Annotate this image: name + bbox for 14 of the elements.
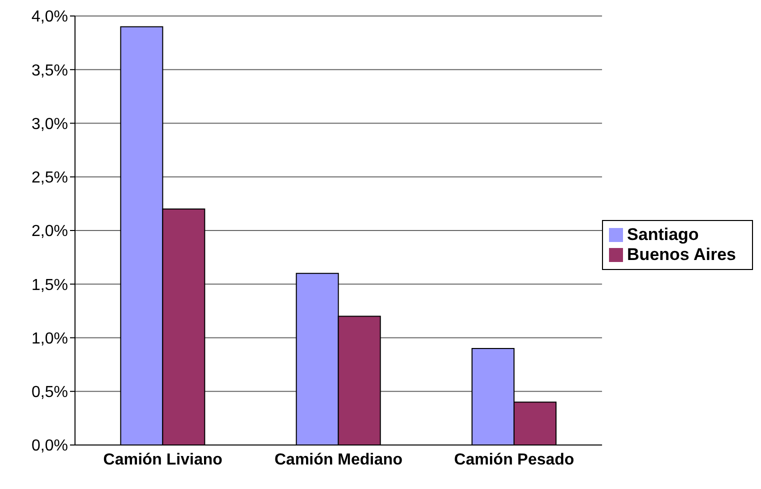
y-tick-label: 0,5%	[32, 384, 68, 402]
x-tick-label: Camión Pesado	[454, 451, 574, 468]
y-tick-label: 0,0%	[32, 438, 68, 455]
y-tick-label: 2,5%	[32, 170, 68, 187]
x-tick-label: Camión Mediano	[274, 451, 403, 468]
y-tick-label: 3,5%	[32, 62, 68, 80]
legend-label: Santiago	[627, 224, 699, 244]
y-tick-label: 3,0%	[32, 116, 68, 133]
y-tick-label: 1,5%	[32, 276, 68, 294]
y-tick-label: 4,0%	[32, 8, 68, 26]
legend-label: Buenos Aires	[627, 244, 736, 264]
y-tick-label: 2,0%	[32, 223, 68, 240]
x-tick-label: Camión Liviano	[103, 451, 223, 468]
y-tick-label: 1,0%	[32, 330, 68, 348]
